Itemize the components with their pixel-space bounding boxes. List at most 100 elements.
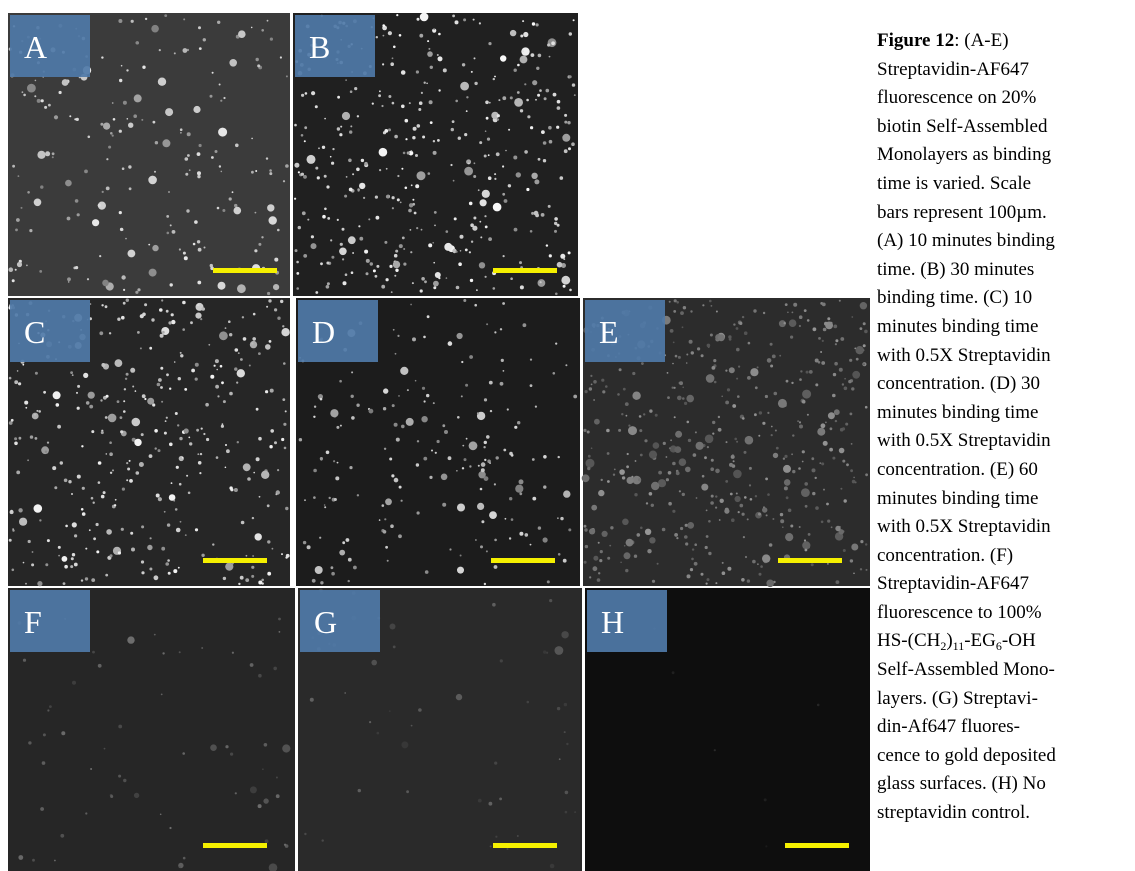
speckle [132, 418, 141, 427]
caption-line: time. (B) 30 minutes [877, 256, 1135, 285]
speckle [683, 306, 686, 309]
speckle [558, 553, 561, 556]
speckle [691, 351, 694, 354]
speckle [632, 372, 635, 375]
speckle [339, 550, 345, 556]
speckle [179, 651, 181, 653]
speckle [460, 555, 462, 557]
speckle [281, 328, 289, 336]
speckle [806, 371, 809, 374]
speckle [549, 254, 552, 257]
speckle [685, 542, 688, 545]
speckle [119, 130, 122, 133]
speckle [326, 285, 330, 289]
speckle [131, 20, 134, 23]
speckle [770, 343, 773, 346]
speckle [225, 467, 227, 469]
speckle [585, 545, 588, 548]
speckle [416, 70, 419, 73]
scale-bar [493, 843, 557, 848]
speckle [324, 175, 327, 178]
speckle [503, 255, 505, 257]
speckle [194, 220, 198, 224]
speckle [179, 456, 184, 461]
speckle [485, 130, 487, 132]
caption-line: Figure 12: (A-E) [877, 27, 1135, 56]
speckle [850, 469, 853, 472]
speckle [45, 151, 50, 156]
speckle [183, 857, 186, 860]
speckle [310, 698, 314, 702]
speckle [251, 171, 254, 174]
speckle [301, 134, 304, 137]
speckle [34, 95, 36, 97]
speckle [252, 517, 254, 519]
speckle [93, 537, 96, 540]
speckle [91, 578, 95, 582]
speckle [85, 812, 87, 814]
speckle [466, 110, 468, 112]
speckle [32, 859, 35, 862]
speckle [246, 555, 248, 557]
speckle [484, 459, 486, 461]
speckle [502, 96, 506, 100]
speckle [23, 659, 26, 662]
speckle [696, 442, 704, 450]
speckle [834, 362, 838, 366]
speckle [129, 460, 131, 462]
speckle [90, 768, 92, 770]
speckle [137, 288, 140, 291]
label-box [300, 590, 380, 652]
speckle [457, 416, 460, 419]
speckle [68, 281, 70, 283]
speckle [118, 725, 122, 729]
speckle [44, 106, 47, 109]
speckle [336, 426, 339, 429]
speckle [812, 468, 816, 472]
speckle [541, 130, 545, 134]
speckle [840, 488, 842, 490]
speckle [329, 497, 331, 499]
speckle [848, 380, 851, 383]
speckle [164, 14, 167, 17]
speckle [180, 354, 183, 357]
speckle [791, 453, 793, 455]
speckle [391, 291, 393, 293]
speckle [865, 543, 867, 545]
speckle [77, 213, 80, 216]
speckle [409, 102, 411, 104]
speckle [458, 137, 461, 140]
speckle [486, 323, 488, 325]
speckle [129, 187, 132, 190]
speckle [684, 402, 687, 405]
speckle [704, 456, 707, 459]
speckle [72, 522, 77, 527]
speckle [802, 390, 811, 399]
speckle [330, 409, 338, 417]
speckle [112, 102, 114, 104]
speckle [846, 463, 849, 466]
speckle [243, 337, 247, 341]
speckle [348, 558, 352, 562]
speckle [736, 378, 738, 380]
speckle [799, 315, 803, 319]
speckle [627, 453, 629, 455]
speckle [553, 372, 556, 375]
panel-label: F [24, 604, 42, 640]
speckle [508, 184, 511, 187]
speckle [434, 211, 437, 214]
speckle [77, 475, 81, 479]
speckle [591, 384, 593, 386]
speckle [67, 217, 71, 221]
speckle [672, 671, 675, 674]
speckle [32, 413, 39, 420]
caption-line: fluorescence on 20% [877, 84, 1135, 113]
speckle [45, 451, 47, 453]
speckle [632, 392, 640, 400]
speckle [14, 442, 18, 446]
speckle [466, 96, 468, 98]
speckle [460, 82, 469, 91]
speckle [58, 555, 60, 557]
speckle [154, 575, 159, 580]
speckle [188, 492, 191, 495]
